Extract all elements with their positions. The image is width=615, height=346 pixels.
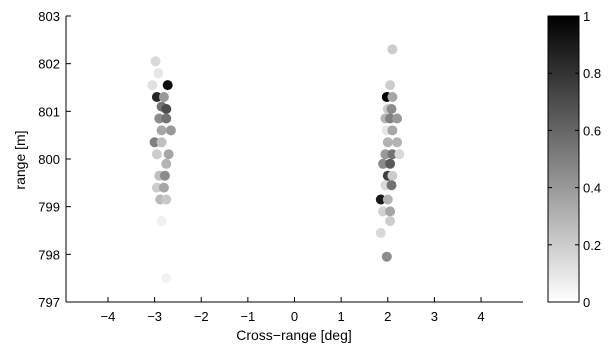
x-tick-label: 0: [291, 309, 298, 324]
data-point: [394, 149, 405, 160]
data-point: [153, 68, 164, 79]
data-point: [156, 216, 167, 226]
data-point: [380, 149, 391, 160]
data-point: [385, 80, 396, 91]
data-point: [161, 158, 172, 169]
colorbar-tick-label: 0.4: [583, 181, 601, 196]
y-tick-label: 797: [38, 295, 60, 310]
y-tick-label: 800: [38, 152, 60, 167]
x-tick-label: 1: [338, 309, 345, 324]
data-point: [385, 113, 396, 124]
data-point: [382, 137, 393, 148]
y-tick-label: 799: [38, 200, 60, 215]
data-point: [375, 227, 386, 238]
data-point: [385, 216, 396, 226]
data-point: [165, 125, 176, 136]
data-point: [163, 149, 174, 160]
data-point: [158, 92, 169, 102]
data-point: [387, 44, 398, 55]
data-point: [151, 149, 162, 160]
data-point: [387, 170, 398, 181]
data-point: [378, 158, 389, 169]
data-point: [149, 137, 160, 148]
data-point: [156, 137, 167, 148]
data-point: [161, 273, 172, 284]
data-point: [150, 56, 161, 67]
data-point: [385, 206, 396, 217]
y-tick-label: 798: [38, 247, 60, 262]
colorbar-tick-label: 0.2: [583, 238, 601, 253]
data-point: [381, 251, 392, 262]
data-point: [375, 194, 386, 205]
y-tick-label: 801: [38, 104, 60, 119]
data-point: [385, 158, 396, 169]
colorbar-tick-label: 1: [583, 9, 590, 24]
plot-background: [66, 16, 523, 302]
data-point: [154, 113, 165, 124]
axes: −4 −3 −2 −1 0 1 2 3 4 797 798 799 800 801 802 803: [38, 9, 523, 324]
colorbar-tick-label: 0.6: [583, 123, 601, 138]
data-point: [158, 182, 169, 193]
colorbar: 0 0.2 0.4 0.6 0.8 1: [547, 9, 601, 310]
data-point: [151, 92, 162, 102]
data-point: [386, 180, 397, 191]
data-point: [392, 113, 403, 124]
data-point: [151, 182, 162, 193]
data-points: [147, 44, 405, 284]
x-tick-label: 2: [384, 309, 391, 324]
data-point: [386, 104, 397, 114]
x-tick-label: −4: [101, 309, 116, 324]
y-axis-label: range [m]: [12, 130, 28, 189]
colorbar-tick-label: 0: [583, 295, 590, 310]
data-point: [387, 92, 398, 102]
data-point: [161, 113, 172, 124]
colorbar-tick-label: 0.8: [583, 66, 601, 81]
data-point: [382, 194, 393, 205]
x-tick-label: −1: [240, 309, 255, 324]
plot-area: [66, 16, 523, 302]
data-point: [161, 194, 172, 205]
x-tick-label: 4: [477, 309, 484, 324]
x-tick-label: −3: [147, 309, 162, 324]
data-point: [162, 80, 173, 91]
data-point: [387, 125, 398, 136]
data-point: [392, 137, 403, 148]
data-point: [156, 125, 167, 136]
data-point: [387, 149, 398, 160]
x-axis-label: Cross−range [deg]: [236, 327, 352, 343]
x-tick-label: −2: [194, 309, 209, 324]
colorbar-gradient: [547, 15, 580, 303]
data-point: [147, 80, 158, 91]
y-tick-label: 802: [38, 57, 60, 72]
data-point: [161, 104, 172, 114]
data-point: [378, 206, 389, 217]
x-tick-label: 3: [431, 309, 438, 324]
data-point: [159, 170, 170, 181]
y-tick-label: 803: [38, 9, 60, 24]
